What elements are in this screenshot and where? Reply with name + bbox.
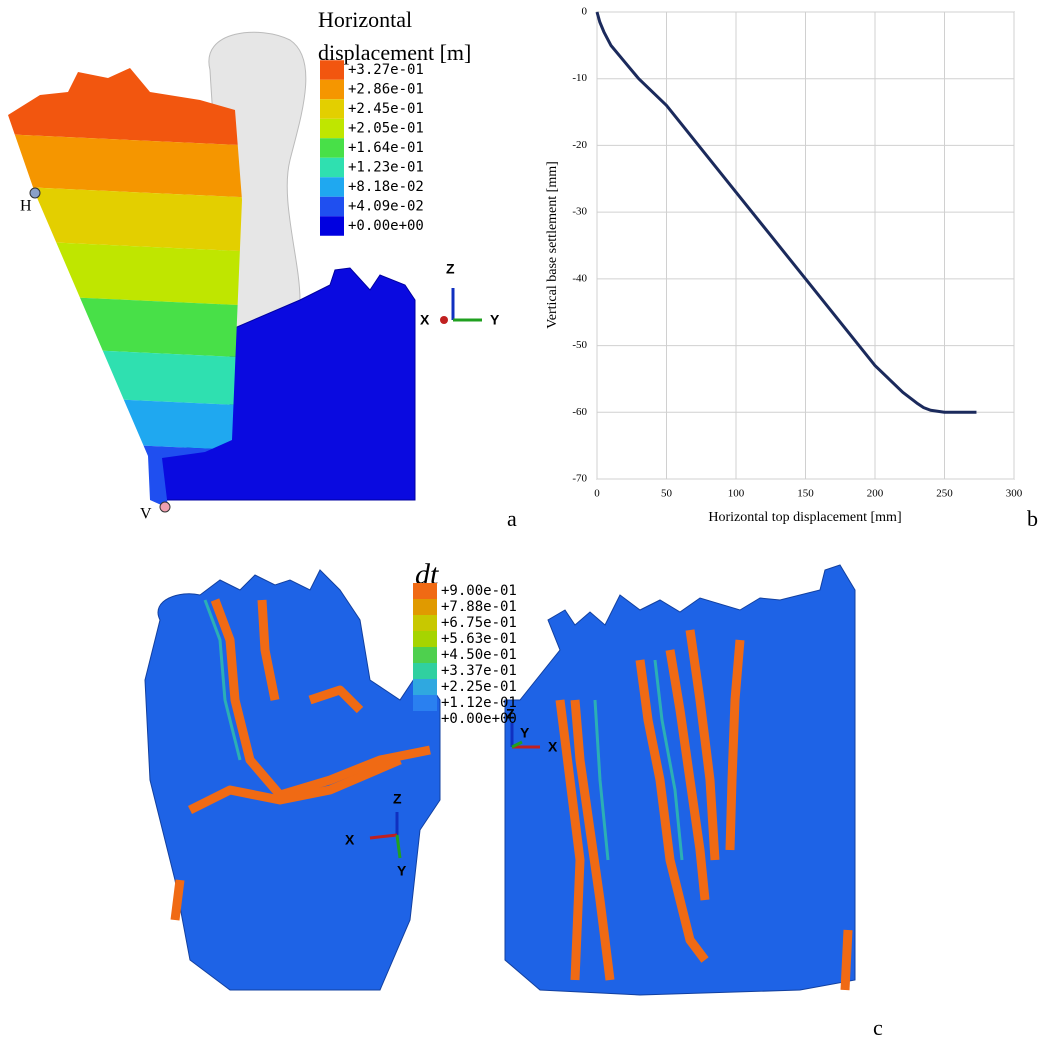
point-label: H: [20, 198, 32, 215]
y-tick-label: -20: [572, 139, 587, 151]
axis-label: Y: [490, 312, 500, 328]
axis-label: Z: [446, 261, 455, 277]
legend-swatch: [320, 99, 344, 119]
legend-swatch: [413, 647, 437, 663]
legend-swatch: [413, 583, 437, 599]
legend-label: +2.45e-01: [348, 101, 424, 117]
axis-label: Z: [506, 706, 515, 722]
legend-label: +7.88e-01: [441, 599, 517, 615]
x-tick-label: 300: [1006, 488, 1023, 500]
panel-label: a: [507, 506, 517, 531]
axis-label: X: [345, 832, 355, 848]
legend-label: +6.75e-01: [441, 615, 517, 631]
x-tick-label: 250: [936, 488, 953, 500]
axis-label: Z: [393, 791, 402, 807]
legend-swatch: [320, 138, 344, 158]
legend-swatch: [413, 615, 437, 631]
axis-label: Y: [397, 863, 407, 879]
legend-swatch: [320, 119, 344, 139]
x-tick-label: 100: [728, 488, 745, 500]
legend-label: +4.09e-02: [348, 199, 424, 215]
legend-label: +9.00e-01: [441, 583, 517, 599]
point-h: [30, 188, 40, 198]
legend-label: +3.27e-01: [348, 62, 424, 78]
legend-label: +1.64e-01: [348, 140, 424, 156]
axis-label: X: [420, 312, 430, 328]
panel-label: c: [873, 1015, 883, 1040]
legend-title: Horizontal: [318, 7, 412, 32]
legend-label: +2.86e-01: [348, 82, 424, 98]
legend-swatch: [320, 80, 344, 100]
legend-swatch: [320, 216, 344, 236]
legend-label: +4.50e-01: [441, 647, 517, 663]
axis-dot: [440, 316, 448, 324]
damage-model-right: [505, 565, 855, 995]
legend-swatch: [413, 679, 437, 695]
legend-swatch: [320, 177, 344, 197]
legend-swatch: [320, 197, 344, 217]
legend-label: +2.05e-01: [348, 121, 424, 137]
legend-label: +8.18e-02: [348, 179, 424, 195]
x-tick-label: 150: [797, 488, 814, 500]
y-tick-label: 0: [582, 6, 588, 18]
legend-label: +5.63e-01: [441, 631, 517, 647]
damage-model-left: [145, 570, 440, 990]
axis-label: Y: [520, 725, 530, 741]
legend-swatch: [413, 631, 437, 647]
figure: H V Horizontal displacement [m] +3.27e-0…: [0, 0, 1049, 1048]
point-label: V: [140, 506, 152, 523]
y-tick-label: -30: [572, 206, 587, 218]
x-tick-label: 0: [594, 488, 600, 500]
y-axis-title: Vertical base settlement [mm]: [545, 161, 560, 329]
y-tick-label: -60: [572, 406, 587, 418]
legend-label: +1.23e-01: [348, 160, 424, 176]
legend-label: +3.37e-01: [441, 663, 517, 679]
legend: +3.27e-01 +2.86e-01 +2.45e-01 +2.05e-01 +1.6…: [320, 60, 424, 236]
legend-swatch: [413, 663, 437, 679]
x-tick-label: 200: [867, 488, 884, 500]
point-v: [160, 502, 170, 512]
y-tick-label: -50: [572, 339, 587, 351]
x-tick-label: 50: [661, 488, 673, 500]
legend: +9.00e-01+7.88e-01+6.75e-01+5.63e-01+4.5…: [413, 583, 517, 727]
legend-swatch: [413, 711, 437, 727]
legend-swatch: [413, 599, 437, 615]
axis-label: X: [548, 739, 558, 755]
legend-swatch: [413, 695, 437, 711]
legend-label: +2.25e-01: [441, 679, 517, 695]
y-tick-label: -70: [572, 473, 587, 485]
y-tick-label: -10: [572, 72, 587, 84]
legend-label: +0.00e+00: [348, 218, 424, 234]
y-tick-label: -40: [572, 272, 587, 284]
legend-swatch: [320, 60, 344, 80]
chart: 0 -10 -20 -30 -40 -50 -60 -70 0 50 100 150 200 250 300: [572, 6, 1022, 500]
x-axis-title: Horizontal top displacement [mm]: [708, 510, 901, 525]
panel-label: b: [1027, 506, 1038, 531]
legend-swatch: [320, 158, 344, 178]
